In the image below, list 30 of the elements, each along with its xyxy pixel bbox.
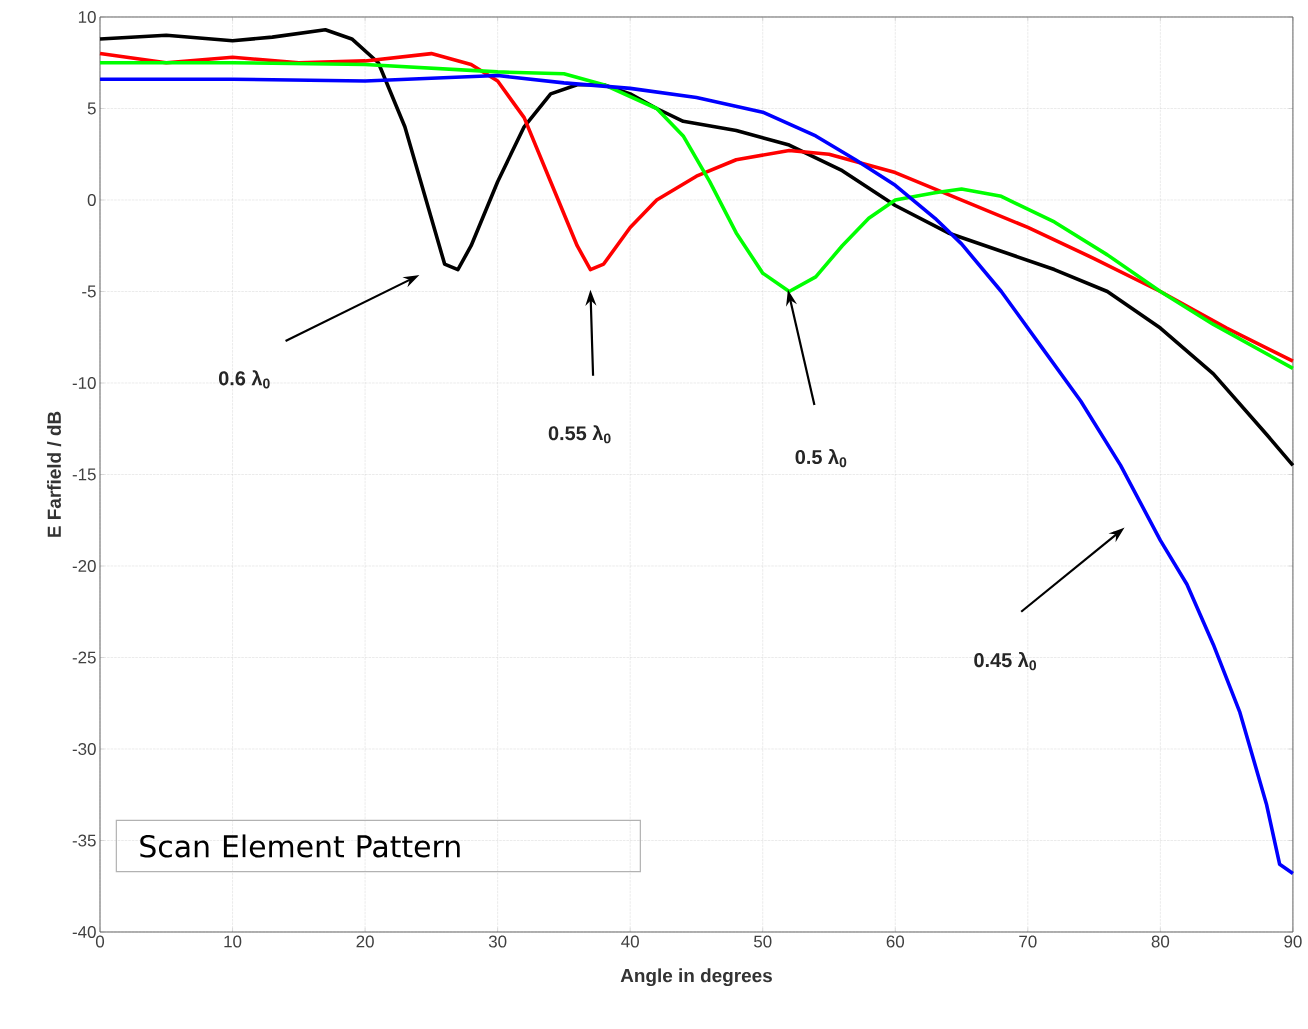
x-tick-label: 20 — [356, 935, 374, 948]
x-tick-label: 90 — [1284, 935, 1302, 948]
annotation: 0.5 λ$_{0}$ — [795, 448, 847, 468]
x-tick-label: 40 — [621, 935, 639, 948]
x-tick-label: 60 — [886, 935, 905, 948]
x-axis-title: Angle in degrees — [620, 968, 772, 987]
y-tick-label: 5 — [87, 102, 96, 115]
line-series — [98, 73, 1295, 876]
x-tick-label: 10 — [224, 935, 242, 948]
y-axis-title: E Farfield / dB — [47, 411, 62, 537]
annotation: Scan Element Pattern — [140, 834, 460, 858]
annotation: 0.55 λ$_{0}$ — [548, 425, 611, 444]
y-tick-label: -10 — [72, 377, 96, 389]
y-tick-label: -25 — [72, 651, 96, 664]
x-tick-label: 0 — [95, 935, 105, 948]
y-tick-label: 0 — [87, 194, 96, 206]
x-tick-label: 50 — [753, 935, 772, 948]
x-tick-label: 30 — [488, 935, 507, 948]
annotation: 0.6 λ$_{0}$ — [218, 370, 270, 389]
x-tick-label: 70 — [1019, 935, 1037, 948]
y-tick-label: -15 — [72, 468, 96, 481]
x-tick-label: 80 — [1151, 935, 1170, 948]
y-tick-label: -5 — [82, 285, 96, 298]
y-tick-label: -40 — [72, 926, 96, 938]
y-tick-label: -20 — [72, 560, 96, 572]
y-tick-label: 10 — [78, 11, 96, 23]
annotation: 0.45 λ$_{0}$ — [974, 652, 1037, 671]
y-tick-label: -30 — [72, 743, 96, 755]
line-series — [98, 28, 1295, 468]
y-tick-label: -35 — [72, 834, 96, 847]
